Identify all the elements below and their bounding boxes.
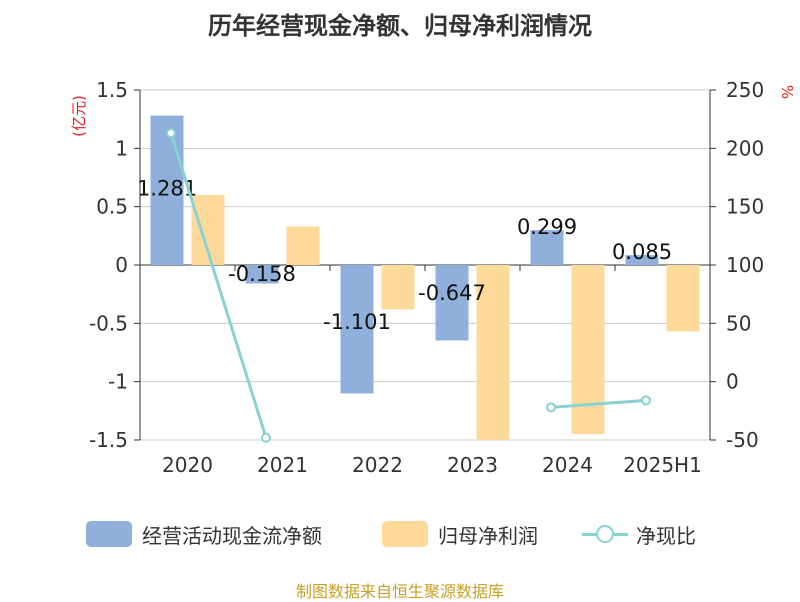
legend-label-profit: 归母净利润 [438,523,538,548]
y-left-tick-label: 1.5 [96,78,128,102]
y-right-tick-label: 0 [726,370,739,394]
chart-title: 历年经营现金净额、归母净利润情况 [208,12,592,40]
point-ratio-2020 [166,128,176,139]
legend-swatch-ratio [582,521,628,547]
point-ratio-2025H1 [641,395,651,406]
bar-cash-2022 [340,265,374,394]
source-note: 制图数据来自恒生聚源数据库 [295,582,504,601]
bar-cash-2023 [435,265,469,341]
legend-item-ratio[interactable]: 净现比 [582,516,696,552]
bar-profit-2025H1 [666,265,700,332]
y-left-tick-label: -1 [108,370,128,394]
point-ratio-2024 [546,402,556,413]
legend-label-ratio: 净现比 [636,523,696,548]
legend-label-cash: 经营活动现金流净额 [142,523,322,548]
legend-item-cash[interactable]: 经营活动现金流净额 [86,516,322,552]
data-label-cash: -0.158 [228,262,296,286]
data-label-cash: -1.101 [323,310,391,334]
point-ratio-2021 [261,432,271,443]
x-tick-label: 2021 [257,453,308,477]
legend: 经营活动现金流净额 归母净利润 净现比 [0,516,800,556]
bar-profit-2024 [571,265,605,435]
data-label-cash: 0.085 [612,240,672,264]
line-ratio-segment [169,132,268,439]
bar-profit-2023 [476,265,510,440]
y-left-unit-label: (亿元) [70,95,88,137]
line-ratio-segment [550,398,647,409]
bar-cash-2021 [245,265,279,284]
y-left-tick-label: 0 [115,253,128,277]
x-tick-label: 2025H1 [623,453,702,477]
data-label-cash: 0.299 [517,215,577,239]
y-right-tick-label: 100 [726,253,764,277]
y-left-tick-label: -0.5 [89,311,128,335]
y-left-tick-label: 1 [115,136,128,160]
y-left-tick-label: 0.5 [96,195,128,219]
bar-cash-2024 [530,230,564,265]
x-tick-label: 2023 [447,453,498,477]
y-right-tick-label: 250 [726,78,764,102]
y-right-tick-label: -50 [726,428,759,452]
y-right-tick-label: 200 [726,136,764,160]
x-tick-label: 2022 [352,453,403,477]
data-label-cash: -0.647 [418,281,486,305]
y-right-tick-label: 150 [726,195,764,219]
legend-swatch-profit [382,521,428,547]
chart-canvas: 1.5 1 0.5 0 -0.5 -1 -1.5 250 200 150 100 50 0 -50 (亿元)… [70,78,796,477]
y-right-unit-label: % [778,85,796,99]
legend-item-profit[interactable]: 归母净利润 [382,516,538,552]
x-tick-label: 2024 [542,453,593,477]
x-tick-label: 2020 [162,453,213,477]
bar-cash-2020 [150,115,184,265]
bar-profit-2021 [286,226,320,265]
y-right-tick-label: 50 [726,311,751,335]
legend-swatch-cash [86,521,132,547]
bar-profit-2022 [381,265,415,310]
bar-cash-2025H1 [625,255,659,265]
y-left-tick-label: -1.5 [89,428,128,452]
